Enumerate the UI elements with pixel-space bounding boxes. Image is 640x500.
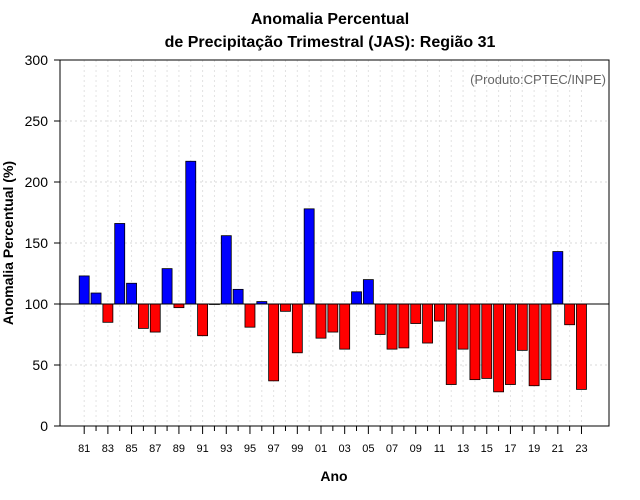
bar-1998 bbox=[280, 303, 291, 312]
bar-2023 bbox=[576, 303, 587, 390]
bar-2006 bbox=[374, 303, 386, 335]
bars bbox=[78, 160, 587, 393]
x-tick-label: 89 bbox=[173, 443, 185, 455]
y-tick-label: 0 bbox=[40, 418, 48, 434]
bar-2020 bbox=[540, 303, 552, 381]
x-tick-label: 85 bbox=[125, 443, 137, 455]
x-tick-label: 09 bbox=[410, 443, 422, 455]
bar-2000 bbox=[303, 208, 315, 305]
bar-2019 bbox=[528, 303, 540, 387]
bar-2001 bbox=[315, 303, 327, 339]
x-tick-label: 23 bbox=[575, 443, 587, 455]
x-tick-label: 13 bbox=[457, 443, 469, 455]
x-tick-label: 97 bbox=[268, 443, 280, 455]
bar-1990 bbox=[185, 160, 197, 305]
bar-2018 bbox=[516, 303, 528, 351]
x-tick-label: 17 bbox=[504, 443, 516, 455]
bar-1991 bbox=[197, 303, 209, 337]
bar-2003 bbox=[339, 303, 351, 350]
bar-1985 bbox=[126, 282, 137, 305]
bar-2013 bbox=[457, 303, 469, 350]
bar-2015 bbox=[481, 303, 493, 379]
bar-2004 bbox=[351, 291, 362, 305]
y-tick-label: 300 bbox=[25, 52, 49, 68]
bar-1993 bbox=[220, 235, 232, 305]
y-tick-label: 100 bbox=[25, 296, 49, 312]
bar-2002 bbox=[327, 303, 339, 333]
x-tick-label: 99 bbox=[291, 443, 303, 455]
bar-1986 bbox=[137, 303, 149, 329]
bar-2021 bbox=[552, 251, 564, 305]
x-tick-label: 03 bbox=[339, 443, 351, 455]
y-axis-label: Anomalia Percentual (%) bbox=[0, 161, 16, 325]
bar-2012 bbox=[445, 303, 457, 385]
bar-2005 bbox=[362, 279, 374, 305]
credit-label: (Produto:CPTEC/INPE) bbox=[470, 72, 606, 87]
bar-2008 bbox=[398, 303, 410, 349]
bar-1999 bbox=[291, 303, 303, 354]
chart-title-line2: de Precipitação Trimestral (JAS): Região… bbox=[165, 34, 496, 51]
x-tick-label: 93 bbox=[220, 443, 232, 455]
bar-1989 bbox=[173, 303, 185, 309]
bar-2022 bbox=[564, 303, 576, 326]
bar-2007 bbox=[386, 303, 398, 350]
bar-2017 bbox=[505, 303, 516, 385]
x-axis: 81 83 85 87 89 91 93 95 97 99 01 03 05 07 09 11 13 15 17 19… bbox=[78, 426, 588, 455]
y-tick-label: 200 bbox=[25, 174, 49, 190]
bar-1995 bbox=[244, 303, 256, 328]
bar-1983 bbox=[102, 303, 114, 323]
grid bbox=[60, 60, 609, 426]
x-axis-label: Ano bbox=[320, 468, 347, 484]
bar-1982 bbox=[90, 292, 102, 305]
x-tick-label: 15 bbox=[481, 443, 493, 455]
chart-title-line1: Anomalia Percentual bbox=[251, 11, 409, 28]
y-tick-label: 250 bbox=[25, 113, 49, 129]
y-axis: 0 50 100 150 200 250 300 bbox=[25, 52, 60, 434]
bar-2010 bbox=[422, 303, 433, 344]
x-tick-label: 07 bbox=[386, 443, 398, 455]
x-tick-label: 87 bbox=[149, 443, 161, 455]
y-tick-label: 50 bbox=[32, 357, 48, 373]
y-tick-label: 150 bbox=[25, 235, 49, 251]
bar-1987 bbox=[149, 303, 161, 333]
x-tick-label: 95 bbox=[244, 443, 256, 455]
bar-2009 bbox=[410, 303, 422, 324]
bar-2014 bbox=[469, 303, 481, 381]
x-tick-label: 83 bbox=[102, 443, 114, 455]
bar-1984 bbox=[114, 223, 126, 305]
bar-1994 bbox=[232, 288, 244, 305]
bar-2016 bbox=[493, 303, 505, 393]
bar-2011 bbox=[433, 303, 445, 322]
bar-1988 bbox=[161, 268, 173, 305]
x-tick-label: 11 bbox=[434, 443, 445, 455]
x-tick-label: 21 bbox=[552, 443, 564, 455]
x-tick-label: 05 bbox=[362, 443, 374, 455]
x-tick-label: 91 bbox=[196, 443, 208, 455]
x-tick-label: 01 bbox=[315, 443, 327, 455]
bar-1997 bbox=[268, 303, 280, 382]
x-tick-label: 19 bbox=[528, 443, 540, 455]
bar-1981 bbox=[78, 275, 90, 305]
x-tick-label: 81 bbox=[78, 443, 90, 455]
